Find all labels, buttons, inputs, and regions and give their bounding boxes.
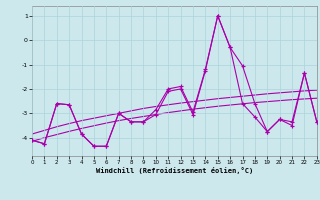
X-axis label: Windchill (Refroidissement éolien,°C): Windchill (Refroidissement éolien,°C) bbox=[96, 167, 253, 174]
